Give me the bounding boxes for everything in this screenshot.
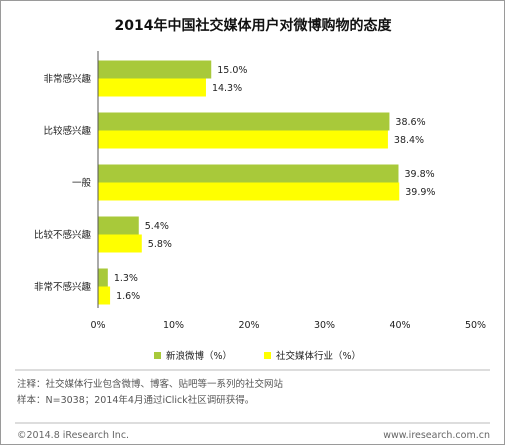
- data-label: 5.8%: [148, 239, 172, 250]
- legend-swatch-social-media: [264, 352, 271, 359]
- category-label: 非常不感兴趣: [34, 281, 92, 293]
- data-labels-layer: 15.0% 14.3% 38.6% 38.4% 39.8% 39.9% 5.4% 5.8% 1.…: [114, 65, 436, 302]
- note-line-2: 样本：N=3038；2014年4月通过iClick社区调研获得。: [17, 394, 254, 406]
- footer-copyright: ©2014.8 iResearch Inc.: [17, 430, 129, 441]
- footer-website: www.iresearch.com.cn: [383, 430, 490, 441]
- data-label: 39.9%: [405, 187, 435, 198]
- bar-sina-weibo-2: [98, 164, 399, 183]
- legend-swatch-sina-weibo: [154, 352, 161, 359]
- data-label: 1.3%: [114, 273, 138, 284]
- data-label: 38.6%: [395, 117, 425, 128]
- data-label: 1.6%: [116, 291, 140, 302]
- category-label: 比较感兴趣: [43, 125, 91, 137]
- bar-sina-weibo-3: [98, 216, 139, 235]
- chart-title: 2014年中国社交媒体用户对微博购物的态度: [115, 17, 393, 34]
- note-line-1: 注释：社交媒体行业包含微博、博客、贴吧等一系列的社交网站: [17, 378, 284, 390]
- category-label: 比较不感兴趣: [34, 229, 92, 241]
- category-label: 一般: [72, 177, 92, 189]
- data-label: 38.4%: [394, 135, 424, 146]
- bar-sina-weibo-4: [98, 268, 108, 287]
- bar-social-media-3: [98, 234, 142, 253]
- x-axis-ticks-layer: 0% 10% 20% 30% 40% 50%: [90, 320, 486, 331]
- data-label: 14.3%: [212, 83, 242, 94]
- bar-social-media-4: [98, 286, 111, 305]
- bar-social-media-2: [98, 182, 400, 201]
- bars-layer: [98, 60, 400, 305]
- x-tick-label: 10%: [163, 320, 184, 331]
- legend: 新浪微博（%） 社交媒体行业（%）: [154, 350, 361, 362]
- x-tick-label: 20%: [238, 320, 259, 331]
- category-label: 非常感兴趣: [43, 73, 91, 85]
- bar-sina-weibo-0: [98, 60, 212, 79]
- x-tick-label: 30%: [314, 320, 335, 331]
- x-tick-label: 50%: [465, 320, 486, 331]
- bar-sina-weibo-1: [98, 112, 390, 131]
- x-tick-label: 0%: [90, 320, 105, 331]
- data-label: 39.8%: [404, 169, 434, 180]
- legend-label-social-media: 社交媒体行业（%）: [276, 350, 361, 362]
- bar-social-media-0: [98, 78, 206, 97]
- legend-label-sina-weibo: 新浪微博（%）: [166, 350, 232, 362]
- x-tick-label: 40%: [389, 320, 410, 331]
- data-label: 5.4%: [145, 221, 169, 232]
- data-label: 15.0%: [217, 65, 247, 76]
- bar-social-media-1: [98, 130, 388, 149]
